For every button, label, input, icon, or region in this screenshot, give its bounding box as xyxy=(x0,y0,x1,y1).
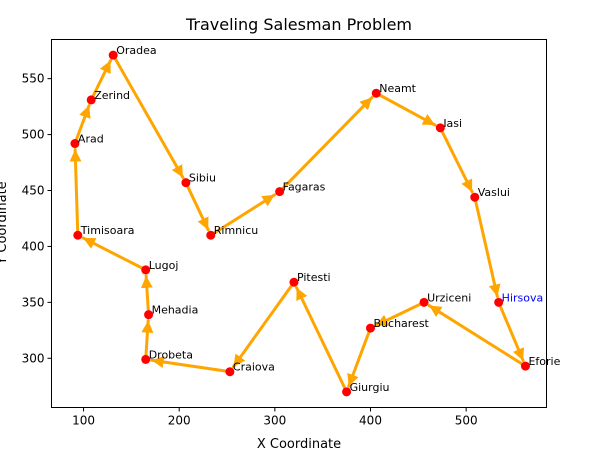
route-segment-fagaras-to-neamt xyxy=(279,95,374,192)
route-segment-zerind-to-oradea xyxy=(90,59,113,100)
city-marker-hirsova xyxy=(494,297,504,307)
route-segment-iasi-to-vaslui xyxy=(439,128,474,194)
city-label-eforie: Eforie xyxy=(528,355,560,368)
route-segment-rimnicu-to-fagaras xyxy=(210,193,277,236)
city-label-craiova: Craiova xyxy=(233,361,275,374)
x-tick-label: 400 xyxy=(359,414,382,428)
city-label-lugoj: Lugoj xyxy=(149,259,179,272)
city-label-timisoara: Timisoara xyxy=(80,224,135,237)
chart-title: Traveling Salesman Problem xyxy=(185,15,412,34)
route-segment-lugoj-to-timisoara xyxy=(81,236,146,271)
city-marker-iasi xyxy=(435,123,445,133)
city-marker-neamt xyxy=(371,88,381,98)
route-segment-hirsova-to-eforie xyxy=(497,302,525,363)
city-marker-lugoj xyxy=(141,265,151,275)
plot-frame xyxy=(51,39,547,408)
route-segment-oradea-to-sibiu xyxy=(112,55,185,179)
y-tick-label: 550 xyxy=(22,72,45,86)
city-label-bucharest: Bucharest xyxy=(374,317,430,330)
city-marker-giurgiu xyxy=(342,387,352,397)
city-label-pitesti: Pitesti xyxy=(297,271,331,284)
city-marker-rimnicu xyxy=(206,230,216,240)
route-segment-pitesti-to-craiova xyxy=(231,282,295,369)
route-segment-arad-to-zerind xyxy=(74,104,91,144)
city-label-hirsova: Hirsova xyxy=(502,291,544,304)
route-segment-timisoara-to-arad xyxy=(69,148,82,235)
route-segment-urziceni-to-bucharest xyxy=(374,301,424,327)
city-marker-oradea xyxy=(108,50,118,60)
route-segment-craiova-to-drobeta xyxy=(150,356,230,373)
route-segment-mehadia-to-lugoj xyxy=(140,274,153,315)
route-segment-eforie-to-urziceni xyxy=(427,304,526,367)
city-marker-vaslui xyxy=(470,192,480,202)
city-layer xyxy=(70,50,530,397)
city-marker-drobeta xyxy=(141,354,151,364)
city-label-urziceni: Urziceni xyxy=(427,291,471,304)
city-marker-urziceni xyxy=(419,297,429,307)
route-segment-bucharest-to-giurgiu xyxy=(347,328,372,388)
city-label-iasi: Iasi xyxy=(443,117,462,130)
y-tick-label: 300 xyxy=(22,351,45,365)
city-marker-eforie xyxy=(520,361,530,371)
y-axis-label: Y Coordinate xyxy=(0,181,10,265)
city-label-fagaras: Fagaras xyxy=(283,181,326,194)
y-tick-label: 400 xyxy=(22,239,45,253)
city-label-drobeta: Drobeta xyxy=(149,348,193,361)
y-axis-ticks: 300 350 400 450 500 550 xyxy=(22,72,52,365)
city-label-zerind: Zerind xyxy=(94,89,130,102)
city-marker-arad xyxy=(70,139,80,149)
x-tick-label: 200 xyxy=(168,414,191,428)
city-marker-sibiu xyxy=(181,178,191,188)
route-layer xyxy=(69,55,526,392)
city-marker-timisoara xyxy=(73,230,83,240)
city-marker-mehadia xyxy=(144,310,154,320)
x-tick-label: 500 xyxy=(455,414,478,428)
route-segment-giurgiu-to-pitesti xyxy=(295,286,348,392)
city-marker-fagaras xyxy=(275,187,285,197)
y-tick-label: 350 xyxy=(22,295,45,309)
city-label-mehadia: Mehadia xyxy=(152,304,199,317)
city-label-arad: Arad xyxy=(78,133,104,146)
y-tick-label: 450 xyxy=(22,184,45,198)
x-tick-label: 300 xyxy=(263,414,286,428)
route-segment-drobeta-to-mehadia xyxy=(141,319,154,359)
city-marker-zerind xyxy=(86,95,96,105)
city-label-vaslui: Vaslui xyxy=(478,186,510,199)
city-marker-craiova xyxy=(225,367,235,377)
y-tick-label: 500 xyxy=(22,128,45,142)
route-segment-neamt-to-iasi xyxy=(376,92,437,127)
city-label-sibiu: Sibiu xyxy=(189,172,216,185)
x-axis-ticks: 100 200 300 400 500 xyxy=(72,407,478,428)
city-label-layer: Oradea Sibiu Rimnicu Fagaras Neamt Iasi Vaslui… xyxy=(78,44,561,394)
city-marker-pitesti xyxy=(289,277,299,287)
city-marker-bucharest xyxy=(366,323,375,333)
city-label-rimnicu: Rimnicu xyxy=(214,224,258,237)
route-segment-vaslui-to-hirsova xyxy=(473,197,501,299)
city-label-oradea: Oradea xyxy=(116,44,156,57)
x-tick-label: 100 xyxy=(72,414,95,428)
city-label-giurgiu: Giurgiu xyxy=(350,381,390,394)
route-segment-sibiu-to-rimnicu xyxy=(185,182,210,232)
city-label-neamt: Neamt xyxy=(379,82,416,95)
x-axis-label: X Coordinate xyxy=(257,437,341,452)
